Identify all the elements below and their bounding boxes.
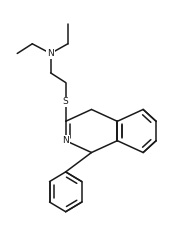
Text: S: S	[63, 97, 69, 106]
Text: N: N	[62, 136, 69, 145]
Text: N: N	[47, 49, 54, 58]
